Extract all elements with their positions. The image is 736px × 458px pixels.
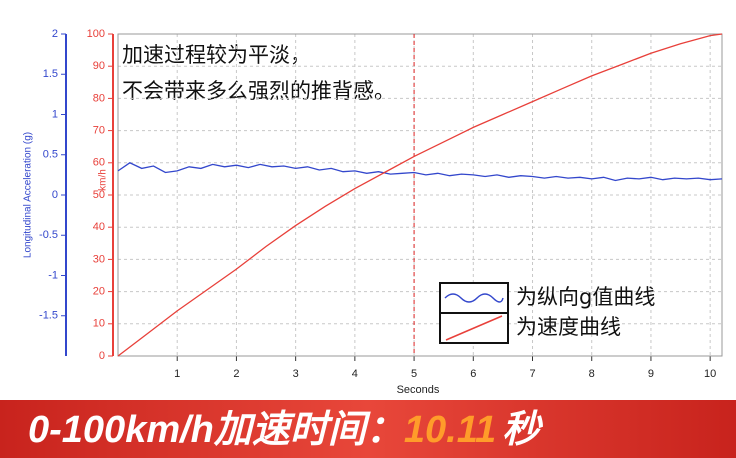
banner-unit: 秒 (502, 409, 543, 451)
legend-swatch-box (439, 282, 509, 314)
y2-tick-label: 80 (93, 92, 105, 104)
banner-text: 0-100km/h加速时间：10.11 秒 (28, 409, 543, 451)
legend-label: 为速度曲线 (516, 315, 621, 339)
banner-value: 10.11 (404, 409, 496, 451)
y-tick-label: -1 (48, 269, 58, 281)
legend-swatch (445, 315, 503, 341)
x-tick-label: 3 (293, 368, 299, 380)
y2-tick-label: 100 (87, 28, 105, 40)
x-tick-label: 6 (470, 368, 476, 380)
banner-background (0, 400, 736, 458)
x-axis-label: Seconds (397, 384, 440, 396)
y2-tick-label: 70 (93, 125, 105, 137)
legend-label: 为纵向g值曲线 (516, 285, 655, 309)
y2-tick-label: 30 (93, 253, 105, 265)
y-tick-label: 1.5 (43, 68, 58, 80)
y2-tick-label: 60 (93, 157, 105, 169)
annotation: 加速过程较为平淡， (122, 43, 311, 67)
y-tick-label: -0.5 (39, 229, 58, 241)
plot-frame (117, 33, 723, 357)
y2-tick-label: 50 (93, 189, 105, 201)
y-tick-label: -1.5 (39, 310, 58, 322)
x-tick-label: 7 (529, 368, 535, 380)
y2-tick-label: 90 (93, 60, 105, 72)
x-tick-label: 5 (411, 368, 417, 380)
legend-swatch (444, 293, 504, 303)
plot-background (0, 0, 736, 400)
y2-tick-label: 40 (93, 221, 105, 233)
y-tick-label: 0 (52, 189, 58, 201)
y-tick-label: 0.5 (43, 149, 58, 161)
x-tick-label: 9 (648, 368, 654, 380)
series-line (117, 33, 723, 357)
banner-label: 0-100km/h加速时间： (28, 409, 404, 451)
annotation: 不会带来多么强烈的推背感。 (122, 79, 395, 103)
y2-tick-label: 10 (93, 318, 105, 330)
series-line (117, 162, 723, 182)
x-tick-label: 2 (233, 368, 239, 380)
y-tick-label: 1 (52, 108, 58, 120)
x-tick-label: 1 (174, 368, 180, 380)
y-axis-label: Longitudinal Acceleration (g) (23, 132, 34, 258)
x-tick-label: 10 (704, 368, 716, 380)
plot: 0 10 20 30 40 50 60 70 80 90 100 -1.5 -1 -0.5 0 0.5 1 1.5… (39, 28, 723, 380)
x-tick-label: 4 (352, 368, 358, 380)
y2-tick-label: 0 (99, 350, 105, 362)
y-tick-label: 2 (52, 28, 58, 40)
y2-axis-label: km/h (98, 169, 109, 191)
x-tick-label: 8 (589, 368, 595, 380)
y2-tick-label: 20 (93, 286, 105, 298)
